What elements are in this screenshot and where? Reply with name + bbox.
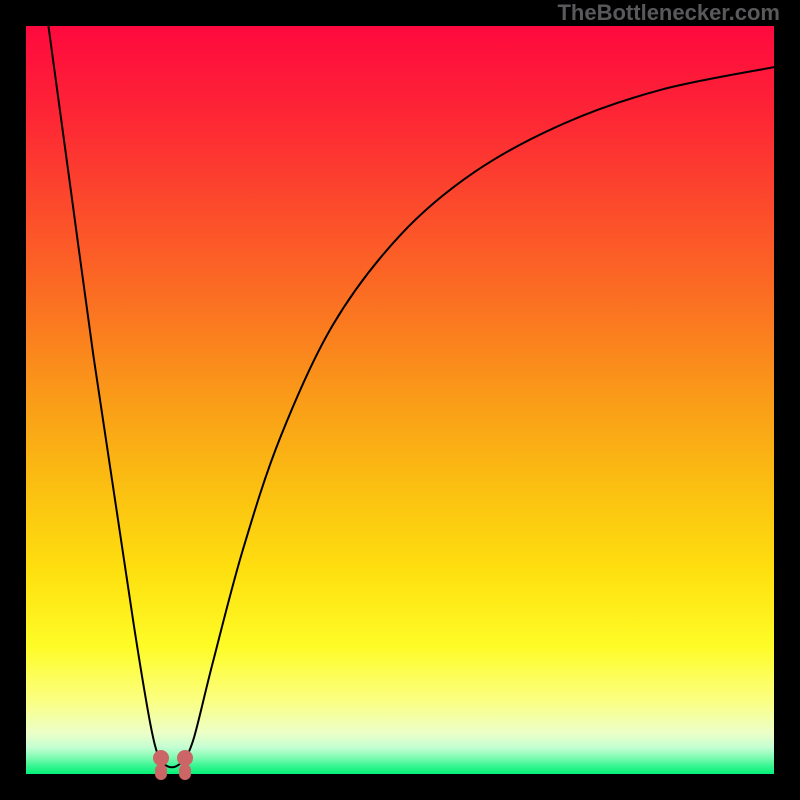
watermark-text: TheBottlenecker.com [557, 0, 780, 26]
curve-marker-stem [155, 764, 167, 780]
curve-marker-stem [179, 764, 191, 780]
chart-container: TheBottlenecker.com [0, 0, 800, 800]
bottleneck-curve [0, 0, 800, 800]
